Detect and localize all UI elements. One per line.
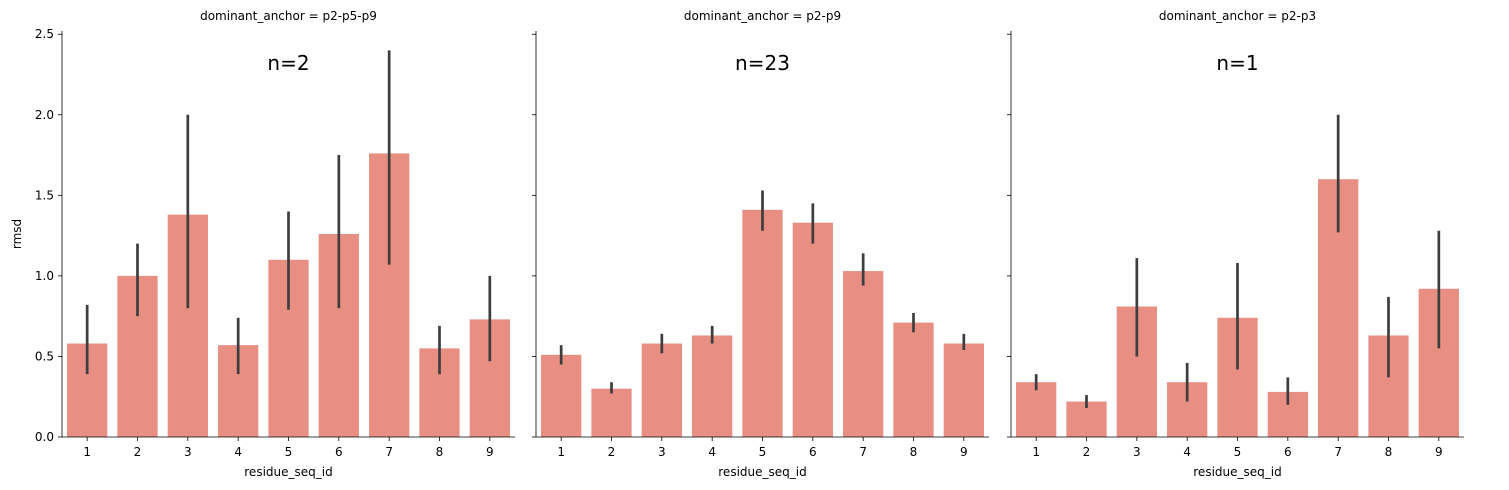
facet-title: dominant_anchor = p2-p9 (684, 9, 841, 23)
x-tick-label: 8 (1385, 445, 1393, 459)
x-axis-label: residue_seq_id (244, 465, 332, 479)
sample-size-annotation: n=1 (1216, 51, 1258, 75)
x-tick-label: 4 (1183, 445, 1191, 459)
x-tick-label: 7 (385, 445, 393, 459)
x-tick-label: 6 (809, 445, 817, 459)
bar (893, 322, 934, 437)
x-tick-label: 9 (960, 445, 968, 459)
x-tick-label: 1 (83, 445, 91, 459)
x-tick-label: 5 (759, 445, 767, 459)
x-tick-label: 9 (486, 445, 494, 459)
y-axis-label: rmsd (10, 219, 24, 249)
sample-size-annotation: n=23 (735, 51, 790, 75)
x-tick-label: 3 (184, 445, 192, 459)
x-tick-label: 7 (1334, 445, 1342, 459)
x-tick-label: 1 (557, 445, 565, 459)
bar (591, 388, 632, 437)
x-axis-label: residue_seq_id (718, 465, 806, 479)
x-tick-label: 9 (1435, 445, 1443, 459)
y-tick-label: 2.5 (35, 27, 54, 41)
x-tick-label: 6 (335, 445, 343, 459)
y-tick-label: 0.0 (35, 430, 54, 444)
bar (843, 271, 884, 437)
bar (692, 335, 733, 437)
facet-title: dominant_anchor = p2-p5-p9 (200, 9, 377, 23)
sample-size-annotation: n=2 (267, 51, 309, 75)
bar (742, 209, 783, 437)
x-tick-label: 3 (1133, 445, 1141, 459)
x-tick-label: 7 (859, 445, 867, 459)
x-tick-label: 2 (1083, 445, 1091, 459)
x-tick-label: 8 (436, 445, 444, 459)
x-tick-label: 4 (234, 445, 242, 459)
y-tick-label: 1.0 (35, 269, 54, 283)
bar (943, 343, 984, 437)
x-tick-label: 5 (1234, 445, 1242, 459)
y-tick-label: 1.5 (35, 188, 54, 202)
x-tick-label: 3 (658, 445, 666, 459)
bar (541, 354, 582, 437)
y-tick-label: 2.0 (35, 108, 54, 122)
x-tick-label: 5 (285, 445, 293, 459)
bar (792, 222, 833, 437)
x-tick-label: 1 (1032, 445, 1040, 459)
y-tick-label: 0.5 (35, 349, 54, 363)
x-tick-label: 2 (134, 445, 142, 459)
x-tick-label: 8 (910, 445, 918, 459)
bar (1016, 382, 1057, 437)
bar (641, 343, 682, 437)
x-tick-label: 4 (708, 445, 716, 459)
facet-title: dominant_anchor = p2-p3 (1159, 9, 1316, 23)
x-tick-label: 2 (608, 445, 616, 459)
x-tick-label: 6 (1284, 445, 1292, 459)
x-axis-label: residue_seq_id (1193, 465, 1281, 479)
